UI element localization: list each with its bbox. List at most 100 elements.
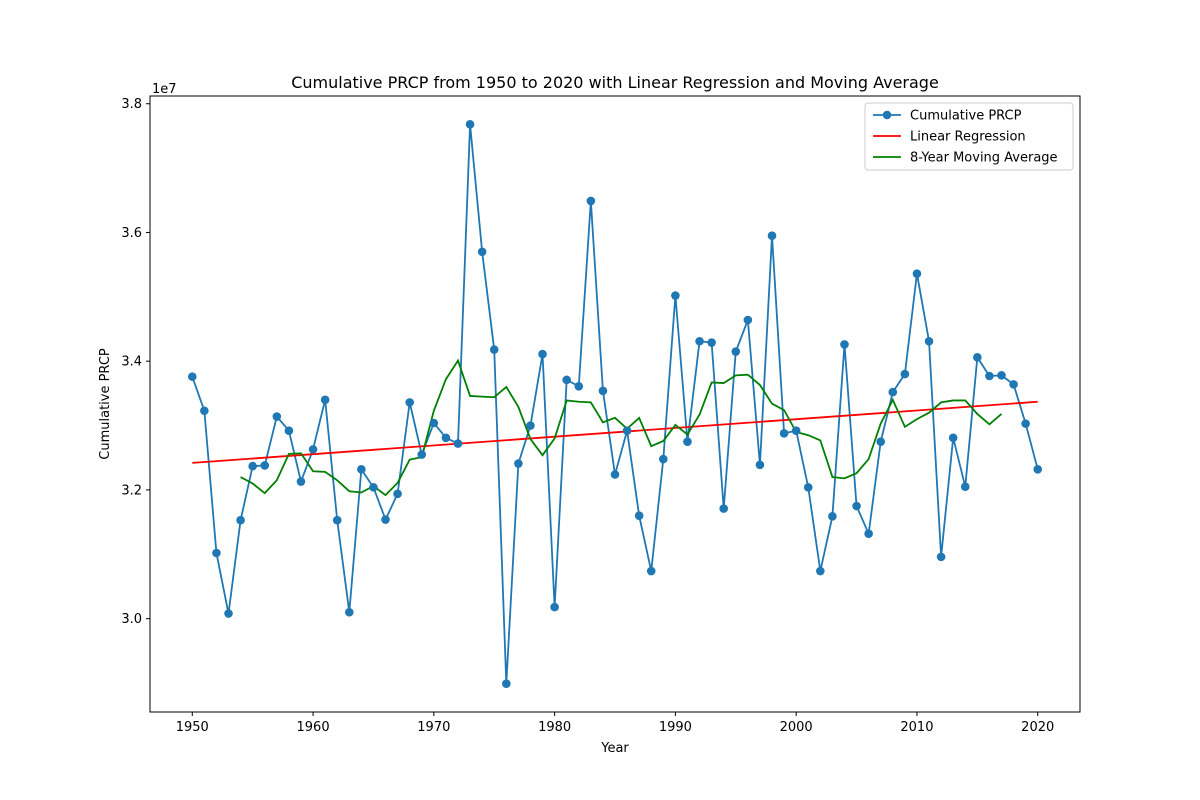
x-tick-label: 1970 xyxy=(417,720,450,735)
data-point xyxy=(502,679,511,688)
data-point xyxy=(405,398,414,407)
series-line-cumulative-prcp xyxy=(191,124,1039,684)
data-point xyxy=(465,120,475,129)
data-point xyxy=(936,552,946,562)
data-point xyxy=(683,437,692,446)
x-tick-label: 2000 xyxy=(780,720,813,735)
x-tick-label: 1990 xyxy=(659,720,692,735)
plot-frame xyxy=(149,95,1081,713)
data-point xyxy=(755,460,765,470)
data-point xyxy=(707,338,716,347)
data-point xyxy=(671,291,680,300)
data-point xyxy=(634,511,644,520)
data-point xyxy=(477,247,487,257)
data-point xyxy=(260,461,270,470)
legend-marker xyxy=(882,110,892,120)
y-tick-label: 3.8 xyxy=(121,97,142,112)
data-point xyxy=(574,382,584,391)
data-point xyxy=(864,529,873,538)
data-point xyxy=(236,515,245,525)
data-point xyxy=(912,269,922,278)
data-point xyxy=(1021,419,1030,428)
data-point xyxy=(816,566,825,576)
data-point xyxy=(622,426,632,436)
data-point xyxy=(924,336,934,346)
legend-label: Linear Regression xyxy=(910,130,1026,145)
x-tick-label: 1980 xyxy=(538,720,571,735)
data-point xyxy=(514,459,523,468)
data-point xyxy=(743,315,753,325)
y-offset-label: 1e7 xyxy=(152,82,177,97)
data-point xyxy=(538,349,547,359)
data-point xyxy=(381,515,390,524)
data-point xyxy=(659,454,668,464)
data-point xyxy=(441,433,451,443)
data-point xyxy=(417,450,427,459)
data-point xyxy=(779,428,789,438)
y-axis: 3.0 3.2 3.4 3.6 3.8 xyxy=(121,97,150,627)
data-point xyxy=(985,371,994,381)
y-tick-label: 3.4 xyxy=(121,355,142,370)
legend-box xyxy=(864,102,1074,171)
data-point xyxy=(719,504,728,513)
data-point xyxy=(767,231,777,240)
series-line-linear-regression xyxy=(192,400,1038,464)
data-point xyxy=(973,353,982,362)
data-point xyxy=(695,336,704,346)
data-point xyxy=(840,340,849,349)
data-point xyxy=(803,483,813,492)
data-point xyxy=(550,602,559,612)
data-point xyxy=(212,548,221,558)
data-point xyxy=(308,445,318,454)
data-point xyxy=(393,489,402,499)
data-point xyxy=(248,461,257,471)
data-point xyxy=(429,418,439,428)
data-point xyxy=(1009,380,1018,389)
data-point xyxy=(598,386,608,396)
data-point xyxy=(187,372,197,381)
legend: Cumulative PRCP Linear Regression 8-Year M… xyxy=(864,102,1074,171)
x-axis: 1950 1960 1970 1980 1990 2000 2010 2020 xyxy=(176,712,1054,735)
data-point xyxy=(526,421,535,430)
x-axis-label: Year xyxy=(600,741,629,756)
data-point xyxy=(369,483,378,492)
y-tick-label: 3.2 xyxy=(121,483,142,498)
data-point xyxy=(731,347,741,356)
data-point xyxy=(828,512,837,521)
data-point xyxy=(1033,465,1043,474)
data-point xyxy=(791,426,801,436)
y-tick-label: 3.6 xyxy=(121,226,142,241)
y-axis-label: Cumulative PRCP xyxy=(98,348,113,460)
data-point xyxy=(852,501,861,511)
data-point xyxy=(296,477,306,486)
data-point xyxy=(224,609,233,618)
legend-label: Cumulative PRCP xyxy=(910,109,1022,124)
data-point xyxy=(900,369,910,379)
data-point xyxy=(997,371,1006,380)
data-point xyxy=(960,482,970,492)
data-point xyxy=(562,375,571,385)
data-point xyxy=(610,470,620,479)
y-tick-label: 3.0 xyxy=(121,612,142,627)
data-point xyxy=(200,406,209,416)
data-point xyxy=(272,412,282,421)
x-tick-label: 2020 xyxy=(1021,720,1054,735)
data-point xyxy=(586,196,596,206)
data-point xyxy=(453,439,463,448)
plot-area xyxy=(187,120,1043,688)
x-tick-label: 1950 xyxy=(176,720,209,735)
x-tick-label: 1960 xyxy=(297,720,330,735)
series-line-moving-average xyxy=(240,358,1003,497)
data-point xyxy=(948,433,958,443)
x-tick-label: 2010 xyxy=(900,720,933,735)
data-point xyxy=(332,515,342,525)
data-point xyxy=(888,387,898,397)
data-point xyxy=(876,437,886,446)
legend-label: 8-Year Moving Average xyxy=(910,151,1058,166)
chart-title: Cumulative PRCP from 1950 to 2020 with L… xyxy=(291,73,939,92)
data-point xyxy=(284,426,294,436)
data-point xyxy=(646,566,656,576)
data-point xyxy=(357,465,366,474)
data-point xyxy=(489,345,499,354)
